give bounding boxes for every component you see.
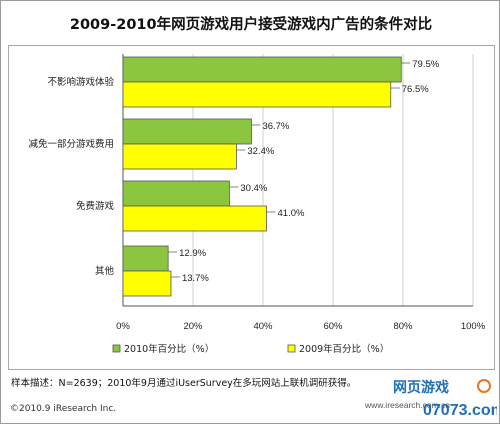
- bar-value-label: 79.5%: [412, 59, 439, 70]
- watermark-website: www.iresearch.com.cn: [365, 400, 450, 410]
- x-tick-label: 60%: [323, 321, 343, 332]
- x-tick-label: 100%: [461, 321, 486, 332]
- sample-note: 样本描述：N=2639；2010年9月通过iUserSurvey在多玩网站上联机…: [11, 378, 357, 389]
- x-tick-label: 20%: [183, 321, 203, 332]
- category-label: 不影响游戏体验: [47, 76, 114, 88]
- legend-swatch: [287, 344, 296, 353]
- bar: [122, 270, 172, 297]
- bar: [122, 56, 402, 83]
- x-tick-label: 80%: [393, 321, 413, 332]
- watermark-bottom-text: 07073.com: [423, 402, 497, 419]
- bar: [122, 205, 267, 232]
- watermark-top-text: 网页游戏: [393, 379, 449, 396]
- watermark-logo: www.iresearch.com.cn 网页游戏 07073.com: [365, 379, 497, 419]
- category-label: 其他: [95, 265, 115, 277]
- bar-value-label: 76.5%: [402, 84, 429, 95]
- bar-value-label: 13.7%: [182, 273, 209, 284]
- bar: [122, 81, 392, 108]
- category-label: 减免一部分游戏费用: [28, 138, 114, 150]
- bar-value-label: 12.9%: [179, 248, 206, 259]
- category-label: 免费游戏: [76, 200, 115, 212]
- chart-title: 2009-2010年网页游戏用户接受游戏内广告的条件对比: [69, 17, 433, 33]
- watermark-gamepad-icon: [477, 379, 491, 393]
- legend-label: 2009年百分比（%）: [299, 343, 389, 355]
- bar-value-label: 30.4%: [240, 183, 267, 194]
- plot-box: [8, 45, 495, 370]
- bar: [122, 118, 252, 145]
- legend-label: 2010年百分比（%）: [124, 343, 214, 355]
- bar: [122, 180, 230, 207]
- bar-value-label: 36.7%: [262, 121, 289, 132]
- bar: [122, 143, 237, 170]
- copyright-text: ©2010.9 iResearch Inc.: [10, 404, 117, 414]
- x-tick-label: 0%: [116, 321, 130, 332]
- legend-swatch: [112, 344, 121, 353]
- bar: [122, 245, 169, 272]
- bar-value-label: 41.0%: [278, 208, 305, 219]
- bar-value-label: 32.4%: [247, 146, 274, 157]
- x-tick-label: 40%: [253, 321, 273, 332]
